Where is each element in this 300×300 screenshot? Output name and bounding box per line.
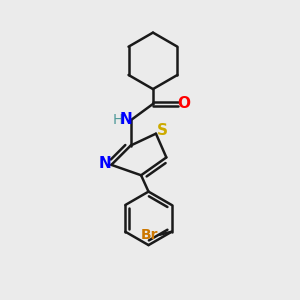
Text: Br: Br: [141, 228, 158, 242]
Text: O: O: [178, 96, 191, 111]
Text: H: H: [113, 113, 123, 127]
Text: S: S: [157, 123, 168, 138]
Text: N: N: [120, 112, 133, 127]
Text: N: N: [98, 156, 111, 171]
